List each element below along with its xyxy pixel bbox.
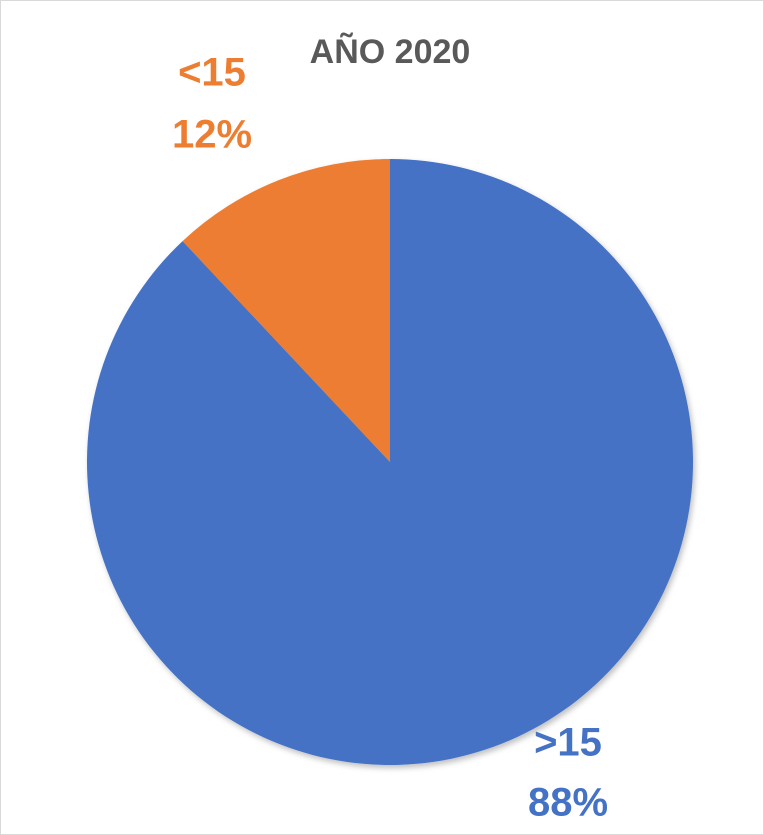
pie-slice xyxy=(182,159,390,462)
slice-category-label: >15 xyxy=(534,721,602,765)
pie xyxy=(86,159,694,765)
slice-value-label: 12% xyxy=(172,113,252,157)
slice-value-label: 88% xyxy=(528,781,608,825)
pie-slice xyxy=(86,159,694,765)
slice-category-label: <15 xyxy=(178,51,246,95)
chart-title: AÑO 2020 xyxy=(310,33,471,71)
